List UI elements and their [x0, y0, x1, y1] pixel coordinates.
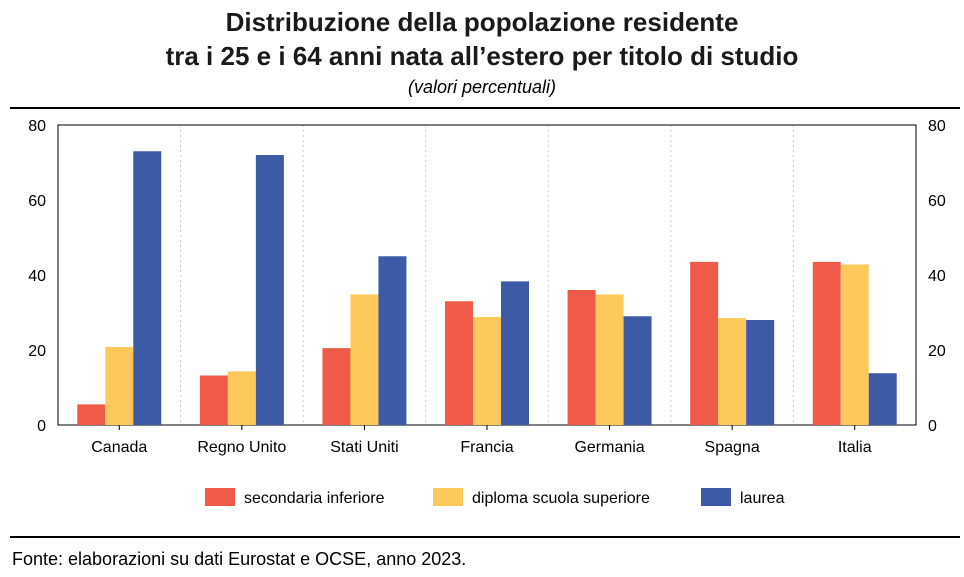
- bar-secondaria: [812, 261, 841, 425]
- grid-layer: [180, 125, 794, 425]
- y-axis-right: 0 20 40 60 80: [928, 118, 946, 435]
- x-tick-label: Francia: [460, 439, 513, 456]
- y-tick-label-right: 20: [928, 343, 946, 360]
- bar-laurea: [623, 316, 652, 425]
- chart-title-line2: tra i 25 e i 64 anni nata all’estero per…: [166, 41, 799, 71]
- x-tick-label: Italia: [838, 439, 872, 456]
- x-tick-label: Regno Unito: [197, 439, 286, 456]
- legend: secondaria inferiore diploma scuola super…: [205, 488, 785, 507]
- bar-secondaria: [77, 404, 106, 425]
- y-tick-label-right: 60: [928, 193, 946, 210]
- y-tick-label-right: 0: [928, 418, 937, 435]
- bar-laurea: [133, 151, 162, 425]
- y-tick-label-left: 80: [28, 118, 46, 135]
- legend-swatch-diploma: [433, 488, 463, 506]
- bar-laurea: [501, 281, 529, 425]
- bar-laurea: [378, 256, 407, 425]
- y-axis-left: 0 20 40 60 80: [28, 118, 46, 435]
- bar-diploma: [595, 294, 624, 425]
- y-tick-label-left: 60: [28, 193, 46, 210]
- bar-secondaria: [322, 348, 351, 425]
- x-axis: Canada Regno Unito Stati Uniti Francia Germa…: [91, 425, 872, 456]
- bar-laurea: [746, 320, 775, 425]
- y-tick-label-right: 40: [928, 268, 946, 285]
- x-tick-label: Germania: [574, 439, 644, 456]
- bar-diploma: [840, 264, 869, 425]
- chart-subtitle: (valori percentuali): [408, 77, 556, 97]
- bar-secondaria: [199, 375, 228, 425]
- bar-diploma: [227, 371, 256, 425]
- bar-diploma: [718, 318, 747, 425]
- y-tick-label-right: 80: [928, 118, 946, 135]
- bar-diploma: [105, 347, 134, 425]
- chart-title-line1: Distribuzione della popolazione resident…: [226, 7, 739, 37]
- bar-diploma: [473, 317, 501, 425]
- x-tick-label: Canada: [91, 439, 147, 456]
- legend-swatch-laurea: [701, 488, 731, 506]
- bar-secondaria: [690, 261, 719, 425]
- bar-secondaria: [445, 301, 473, 425]
- bar-secondaria: [567, 290, 596, 425]
- source-note: Fonte: elaborazioni su dati Eurostat e O…: [12, 549, 466, 569]
- x-tick-label: Spagna: [705, 439, 760, 456]
- bar-diploma: [350, 294, 379, 425]
- legend-label-secondaria: secondaria inferiore: [244, 490, 385, 507]
- legend-label-diploma: diploma scuola superiore: [472, 490, 650, 507]
- y-tick-label-left: 0: [37, 418, 46, 435]
- y-tick-label-left: 20: [28, 343, 46, 360]
- bar-laurea: [868, 373, 897, 425]
- legend-swatch-secondaria: [205, 488, 235, 506]
- bars-layer: [77, 151, 897, 425]
- y-tick-label-left: 40: [28, 268, 46, 285]
- x-tick-label: Stati Uniti: [330, 439, 398, 456]
- bar-laurea: [255, 155, 284, 425]
- legend-label-laurea: laurea: [740, 490, 785, 507]
